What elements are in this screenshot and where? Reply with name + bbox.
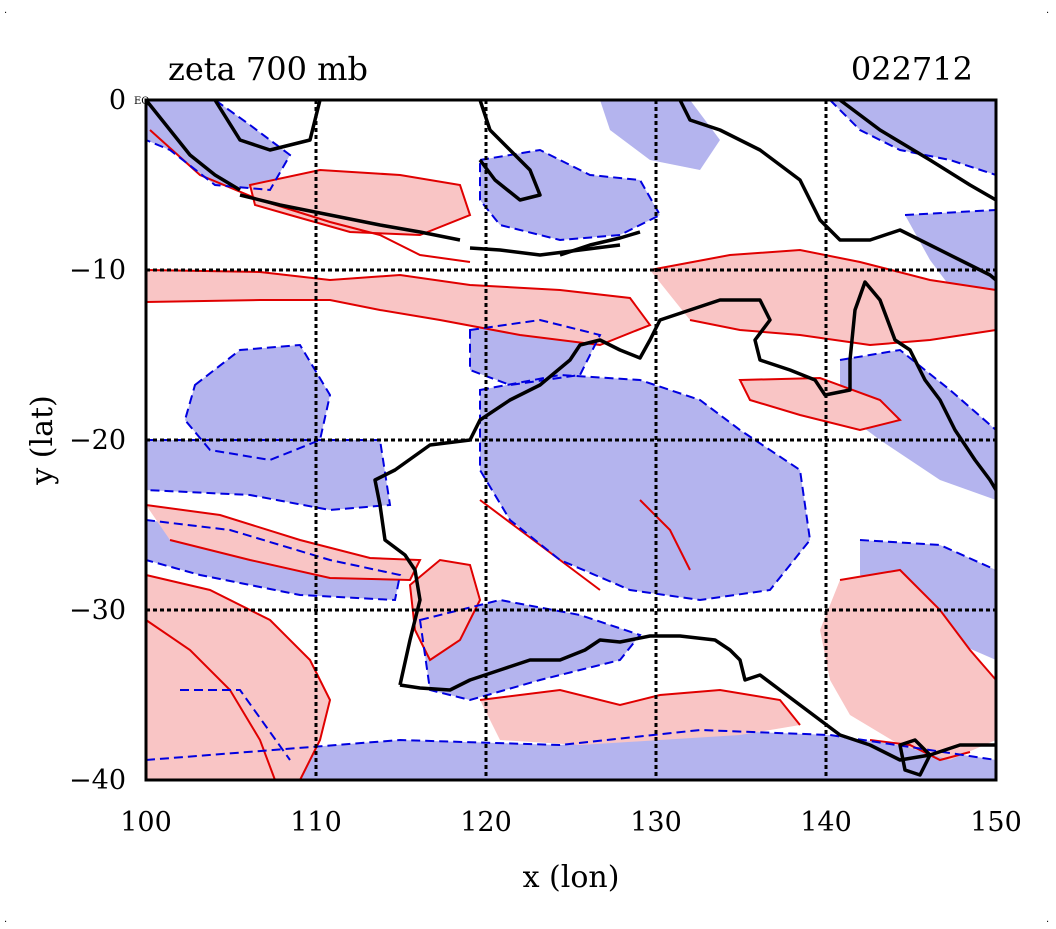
y-axis-label: y (lat) [25, 395, 60, 485]
pos-contour [479, 688, 801, 726]
pos-contour [149, 129, 471, 263]
neg-contour [904, 209, 997, 216]
x-axis-ticks: 100 110 120 130 140 150 [120, 807, 1022, 838]
neg-region-gab [420, 600, 640, 700]
coastline-lesser-sunda [469, 243, 621, 257]
chart-date-label: 022712 [851, 50, 973, 88]
neg-contour [180, 689, 291, 761]
neg-region-indian-ocean [185, 345, 330, 460]
neg-contour [479, 373, 812, 602]
x-tick-label: 140 [800, 807, 852, 838]
negative-contour-lines [145, 99, 997, 761]
neg-contour [145, 99, 292, 192]
coastline-new-guinea [678, 98, 998, 282]
neg-region-south-band [146, 730, 996, 780]
y-tick-label: −20 [69, 425, 126, 456]
corner-mark: · [1046, 917, 1049, 928]
pos-contour [408, 558, 482, 662]
coastline-borneo [213, 99, 322, 152]
neg-contour [145, 728, 997, 761]
y-tick-label: −10 [69, 255, 126, 286]
coastline-tasmania [898, 738, 932, 777]
y-tick-label: −40 [69, 765, 126, 796]
pos-region-coral-sea [740, 378, 900, 430]
coastline-australia [373, 280, 998, 762]
gridlines [146, 100, 996, 780]
pos-contour [145, 504, 422, 582]
neg-contour [145, 519, 402, 602]
neg-region-timor-sea [480, 150, 660, 240]
neg-region-northwest [146, 100, 290, 190]
neg-contour [145, 439, 392, 512]
pos-contour [689, 319, 997, 347]
plot-frame [144, 98, 998, 782]
neg-contour [479, 148, 662, 242]
neg-region-central-aus [480, 375, 810, 600]
corner-mark: · [4, 917, 7, 928]
neg-contour [839, 348, 997, 431]
neg-contour [183, 343, 332, 462]
x-tick-label: 130 [630, 807, 682, 838]
plot-area [144, 98, 998, 782]
pos-contour [869, 739, 971, 762]
y-tick-label: 0 [109, 85, 126, 116]
corner-mark: · [1046, 8, 1049, 19]
x-tick-label: 110 [290, 807, 342, 838]
neg-region-qld [840, 350, 996, 500]
neg-region-newguinea-north [830, 100, 996, 175]
neg-contour [829, 99, 997, 176]
pos-region-se-aus [820, 570, 996, 760]
pos-region-sw-arc [146, 575, 330, 780]
x-axis-label: x (lon) [523, 860, 620, 895]
pos-contour [649, 248, 997, 291]
coastlines [144, 98, 998, 777]
pos-contour [738, 376, 902, 432]
y-axis-ticks: 0 −10 −20 −30 −40 [69, 85, 126, 796]
neg-contour [469, 318, 602, 387]
chart-title: zeta 700 mb [168, 50, 368, 88]
coastline-java [239, 193, 461, 242]
equator-label: EQ [134, 96, 150, 107]
pos-contour [145, 574, 332, 781]
coastline-sulawesi [478, 99, 542, 202]
pos-contour [145, 269, 652, 347]
neg-contour [418, 598, 642, 702]
pos-region-arafura-band [650, 250, 996, 345]
coastline-timor [559, 230, 641, 257]
corner-mark: · [4, 8, 7, 19]
positive-contour-lines [145, 129, 997, 781]
coastline-sumatra [144, 98, 241, 192]
pos-region-sw-streak [146, 505, 420, 580]
pos-contour [639, 499, 691, 571]
x-tick-label: 100 [120, 807, 172, 838]
pos-contour [248, 168, 472, 237]
pos-contour [479, 499, 601, 591]
x-tick-label: 150 [970, 807, 1022, 838]
x-tick-label: 120 [460, 807, 512, 838]
y-tick-label: −30 [69, 595, 126, 626]
neg-region-coral-north [905, 210, 996, 310]
